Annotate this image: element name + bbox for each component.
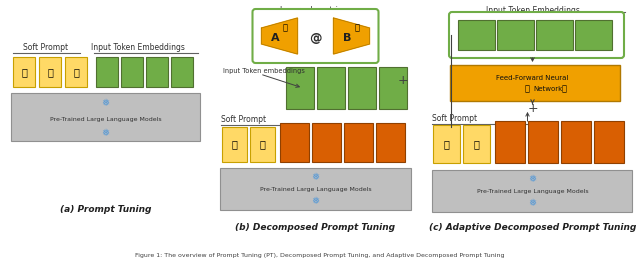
Text: +: + xyxy=(527,102,538,115)
Text: Soft Prompt: Soft Prompt xyxy=(24,43,68,52)
Bar xyxy=(433,125,460,163)
Text: (c) Adaptive Decomposed Prompt Tuning: (c) Adaptive Decomposed Prompt Tuning xyxy=(429,224,636,233)
Text: 🔥: 🔥 xyxy=(562,85,567,93)
Text: Soft Prompt: Soft Prompt xyxy=(432,114,477,123)
Text: 🔥: 🔥 xyxy=(73,67,79,77)
FancyBboxPatch shape xyxy=(449,12,624,58)
Text: 🔥: 🔥 xyxy=(259,140,265,150)
Polygon shape xyxy=(262,18,298,54)
Text: 🔥: 🔥 xyxy=(355,24,360,33)
Bar xyxy=(432,170,632,212)
Bar xyxy=(561,121,591,163)
Text: 🔥: 🔥 xyxy=(231,140,237,150)
Text: Pre-Trained Large Language Models: Pre-Trained Large Language Models xyxy=(260,186,371,192)
Text: @: @ xyxy=(309,31,322,44)
Text: ❅: ❅ xyxy=(101,128,109,138)
Bar xyxy=(495,121,525,163)
Bar xyxy=(146,57,168,87)
Bar xyxy=(450,65,620,101)
Bar xyxy=(536,20,573,50)
Text: Soft Prompt: Soft Prompt xyxy=(221,115,266,124)
Text: Feed-Forward Neural: Feed-Forward Neural xyxy=(496,75,569,81)
Bar xyxy=(220,168,411,210)
Bar xyxy=(96,57,118,87)
Text: A: A xyxy=(271,33,280,43)
Bar xyxy=(379,67,407,109)
Text: 🔥: 🔥 xyxy=(443,139,449,149)
Text: ❅: ❅ xyxy=(101,98,109,108)
Text: ❅: ❅ xyxy=(529,198,536,208)
Text: Input Token embeddings: Input Token embeddings xyxy=(223,68,305,74)
Text: Low rank matrices: Low rank matrices xyxy=(280,6,351,15)
Text: 🔥: 🔥 xyxy=(525,85,530,93)
Bar xyxy=(376,123,405,162)
Bar xyxy=(11,93,200,141)
Bar xyxy=(65,57,87,87)
Text: ❅: ❅ xyxy=(529,174,536,184)
Text: Network: Network xyxy=(534,86,563,92)
Text: 🔥: 🔥 xyxy=(47,67,53,77)
Bar xyxy=(463,125,490,163)
Text: (b) Decomposed Prompt Tuning: (b) Decomposed Prompt Tuning xyxy=(236,224,396,233)
Bar xyxy=(312,123,341,162)
Bar xyxy=(286,67,314,109)
Bar xyxy=(13,57,35,87)
Text: Figure 1: The overview of Prompt Tuning (PT), Decomposed Prompt Tuning, and Adap: Figure 1: The overview of Prompt Tuning … xyxy=(135,253,505,257)
Bar xyxy=(171,57,193,87)
Text: 🔥: 🔥 xyxy=(473,139,479,149)
Text: Pre-Trained Large Language Models: Pre-Trained Large Language Models xyxy=(50,117,161,121)
Text: Pre-Trained Large Language Models: Pre-Trained Large Language Models xyxy=(477,189,588,193)
Text: 🔥: 🔥 xyxy=(21,67,27,77)
Bar xyxy=(594,121,624,163)
Bar xyxy=(575,20,612,50)
Bar xyxy=(497,20,534,50)
Bar xyxy=(250,127,275,162)
Bar xyxy=(528,121,558,163)
Bar xyxy=(458,20,495,50)
Bar xyxy=(222,127,247,162)
Text: +: + xyxy=(397,73,408,86)
Bar xyxy=(348,67,376,109)
Bar xyxy=(280,123,309,162)
Bar xyxy=(121,57,143,87)
Bar xyxy=(317,67,345,109)
Bar xyxy=(344,123,373,162)
Text: (a) Prompt Tuning: (a) Prompt Tuning xyxy=(60,205,151,215)
Text: Input Token Embeddings: Input Token Embeddings xyxy=(486,6,579,15)
Text: ❅: ❅ xyxy=(312,196,319,206)
Bar xyxy=(39,57,61,87)
Text: Input Token Embeddings: Input Token Embeddings xyxy=(91,43,185,52)
Text: B: B xyxy=(343,33,352,43)
FancyBboxPatch shape xyxy=(253,9,378,63)
Text: 🔥: 🔥 xyxy=(283,24,288,33)
Polygon shape xyxy=(333,18,369,54)
Text: ❅: ❅ xyxy=(312,172,319,182)
